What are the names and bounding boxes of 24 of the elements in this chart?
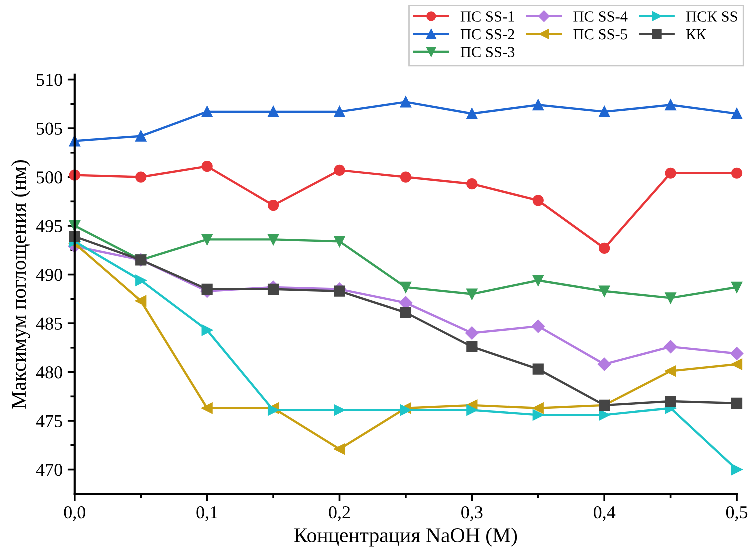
legend-label: ПС SS-1	[460, 12, 514, 22]
y-tick-label: 485	[36, 318, 62, 330]
x-tick-label: 0,5	[726, 506, 748, 522]
legend-label: КК	[686, 30, 706, 40]
legend-label: ПС SS-2	[460, 29, 514, 40]
y-axis-title: Максимум поглощения (нм)	[12, 160, 30, 409]
y-tick-label: 490	[36, 269, 62, 282]
x-tick-label: 0,0	[64, 506, 86, 522]
y-tick-label: 505	[37, 122, 62, 135]
x-tick-label: 0,4	[594, 506, 616, 522]
y-tick-label: 510	[37, 74, 62, 86]
x-tick-label: 0,1	[196, 506, 218, 522]
x-axis-title: Концентрация NaOH (M)	[294, 528, 518, 547]
x-tick-label: 0,3	[462, 506, 483, 522]
y-tick-label: 475	[36, 415, 62, 428]
y-tick-label: 500	[37, 172, 62, 184]
legend-label: ПС SS-4	[574, 12, 628, 22]
legend-label: ПСК SS	[686, 12, 738, 22]
y-tick-label: 470	[36, 464, 62, 476]
y-tick-label: 495	[36, 220, 62, 232]
x-tick-label: 0,2	[329, 506, 350, 522]
y-tick-label: 480	[36, 366, 62, 379]
legend-label: ПС SS-3	[460, 47, 515, 58]
legend-label: ПС SS-5	[574, 29, 628, 40]
